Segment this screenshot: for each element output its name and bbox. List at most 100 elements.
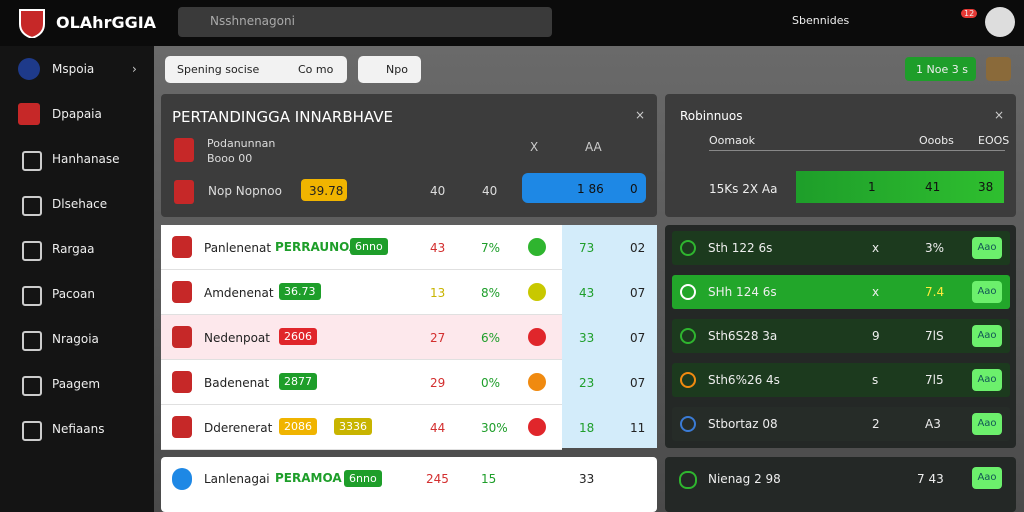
val: 7lS (925, 329, 944, 343)
notification-badge: 12 (961, 9, 978, 18)
button[interactable]: Aao (972, 237, 1002, 259)
nav-icon (22, 151, 42, 171)
nav-item[interactable]: Rargaa (52, 242, 95, 256)
team-crest (174, 138, 194, 162)
name: Badenenat (204, 376, 270, 390)
chevron[interactable]: › (132, 62, 137, 76)
tag: PERAMOA (275, 471, 342, 485)
badge: 2086 (279, 418, 317, 435)
nav-item[interactable]: Dpapaia (52, 107, 102, 121)
crest (172, 236, 192, 258)
status[interactable]: Sbennides (792, 14, 850, 27)
col: s (872, 373, 879, 387)
nav-item[interactable]: Mspoia (52, 62, 95, 76)
val: 3% (925, 241, 945, 255)
next-row (161, 457, 657, 512)
badge: 6nno (350, 238, 388, 255)
n3: 33 (579, 472, 595, 486)
icon (528, 238, 546, 256)
n1: 43 (430, 241, 446, 255)
badge: 2606 (279, 328, 317, 345)
val: A3 (925, 417, 941, 431)
menu-button[interactable] (986, 57, 1011, 81)
nav-icon (22, 331, 42, 351)
row-bg (161, 360, 562, 405)
name: Sth 122 6s (708, 241, 773, 255)
n3: 33 (579, 331, 595, 345)
search-placeholder: Nsshnenagoni (210, 14, 295, 28)
logo (19, 9, 45, 38)
icon (680, 284, 696, 300)
col: x (872, 241, 880, 255)
badge: 6nno (344, 470, 382, 487)
next-list-row (665, 457, 1016, 512)
odds-badge (301, 179, 347, 201)
n1: 27 (430, 331, 446, 345)
action[interactable]: Npo (386, 63, 408, 76)
badge: 36.73 (279, 283, 321, 300)
nav-item[interactable]: Hanhanase (52, 152, 120, 166)
n3: 73 (579, 241, 595, 255)
live-button[interactable] (905, 57, 976, 81)
n4: 02 (630, 241, 646, 255)
icon (680, 240, 696, 256)
list-row (672, 231, 1010, 265)
icon (679, 471, 697, 489)
match-title: PERTANDINGGA INNARBHAVE (172, 108, 393, 126)
filter[interactable]: Spening socise (177, 63, 260, 76)
name: Dderenerat (204, 421, 273, 435)
stat-name: 15Ks 2X Aa (709, 182, 778, 196)
button[interactable]: Aao (972, 413, 1002, 435)
list-row (672, 363, 1010, 397)
button[interactable]: Aao (972, 325, 1002, 347)
nav-item[interactable]: Pacoan (52, 287, 95, 301)
list-row (672, 275, 1010, 309)
n3: 23 (579, 376, 595, 390)
name: Lanlenagai (204, 472, 270, 486)
n2: 30% (481, 421, 508, 435)
name: Panlenenat (204, 241, 272, 255)
button[interactable]: Aao (972, 467, 1002, 489)
close[interactable]: × (635, 108, 646, 122)
live[interactable]: 1 Noe 3 s (916, 63, 968, 76)
nav-icon (18, 103, 40, 125)
action-button[interactable] (358, 56, 421, 83)
n2: 7% (481, 241, 501, 255)
status: Booo 00 (207, 152, 253, 165)
nav-icon (22, 241, 42, 261)
mode[interactable]: Co mo (298, 63, 334, 76)
name: Nienag 2 98 (708, 472, 781, 486)
button[interactable]: Aao (972, 369, 1002, 391)
search-box[interactable] (178, 7, 552, 37)
icon (528, 283, 546, 301)
nav-item[interactable]: Paagem (52, 377, 101, 391)
away: 0 (630, 182, 638, 196)
score-box (522, 173, 646, 203)
name: Sth6%26 4s (708, 373, 780, 387)
crest (172, 326, 192, 348)
button[interactable]: Aao (972, 281, 1002, 303)
nav-item[interactable]: Dlsehace (52, 197, 108, 211)
nav-item[interactable]: Nragoia (52, 332, 99, 346)
name: Amdenenat (204, 286, 274, 300)
close[interactable]: × (994, 108, 1005, 122)
n4: 07 (630, 286, 646, 300)
odds: 39.78 (309, 184, 344, 198)
col: 2 (872, 417, 880, 431)
name: SHh 124 6s (708, 285, 777, 299)
nav-item[interactable]: Nefiaans (52, 422, 105, 436)
list-row (672, 407, 1010, 441)
col: 9 (872, 329, 880, 343)
n4: 07 (630, 331, 646, 345)
crest (172, 468, 192, 490)
stat-bar (796, 171, 1004, 203)
name: Sth6S28 3a (708, 329, 778, 343)
n2: 0% (481, 376, 501, 390)
stats-title: Robinnuos (680, 109, 743, 123)
label: Nop Nopnoo (208, 184, 282, 198)
nav-icon (18, 58, 40, 80)
nav-icon (22, 196, 42, 216)
avatar[interactable] (985, 7, 1015, 37)
n4: 11 (630, 421, 646, 435)
filter-bar[interactable] (165, 56, 347, 83)
